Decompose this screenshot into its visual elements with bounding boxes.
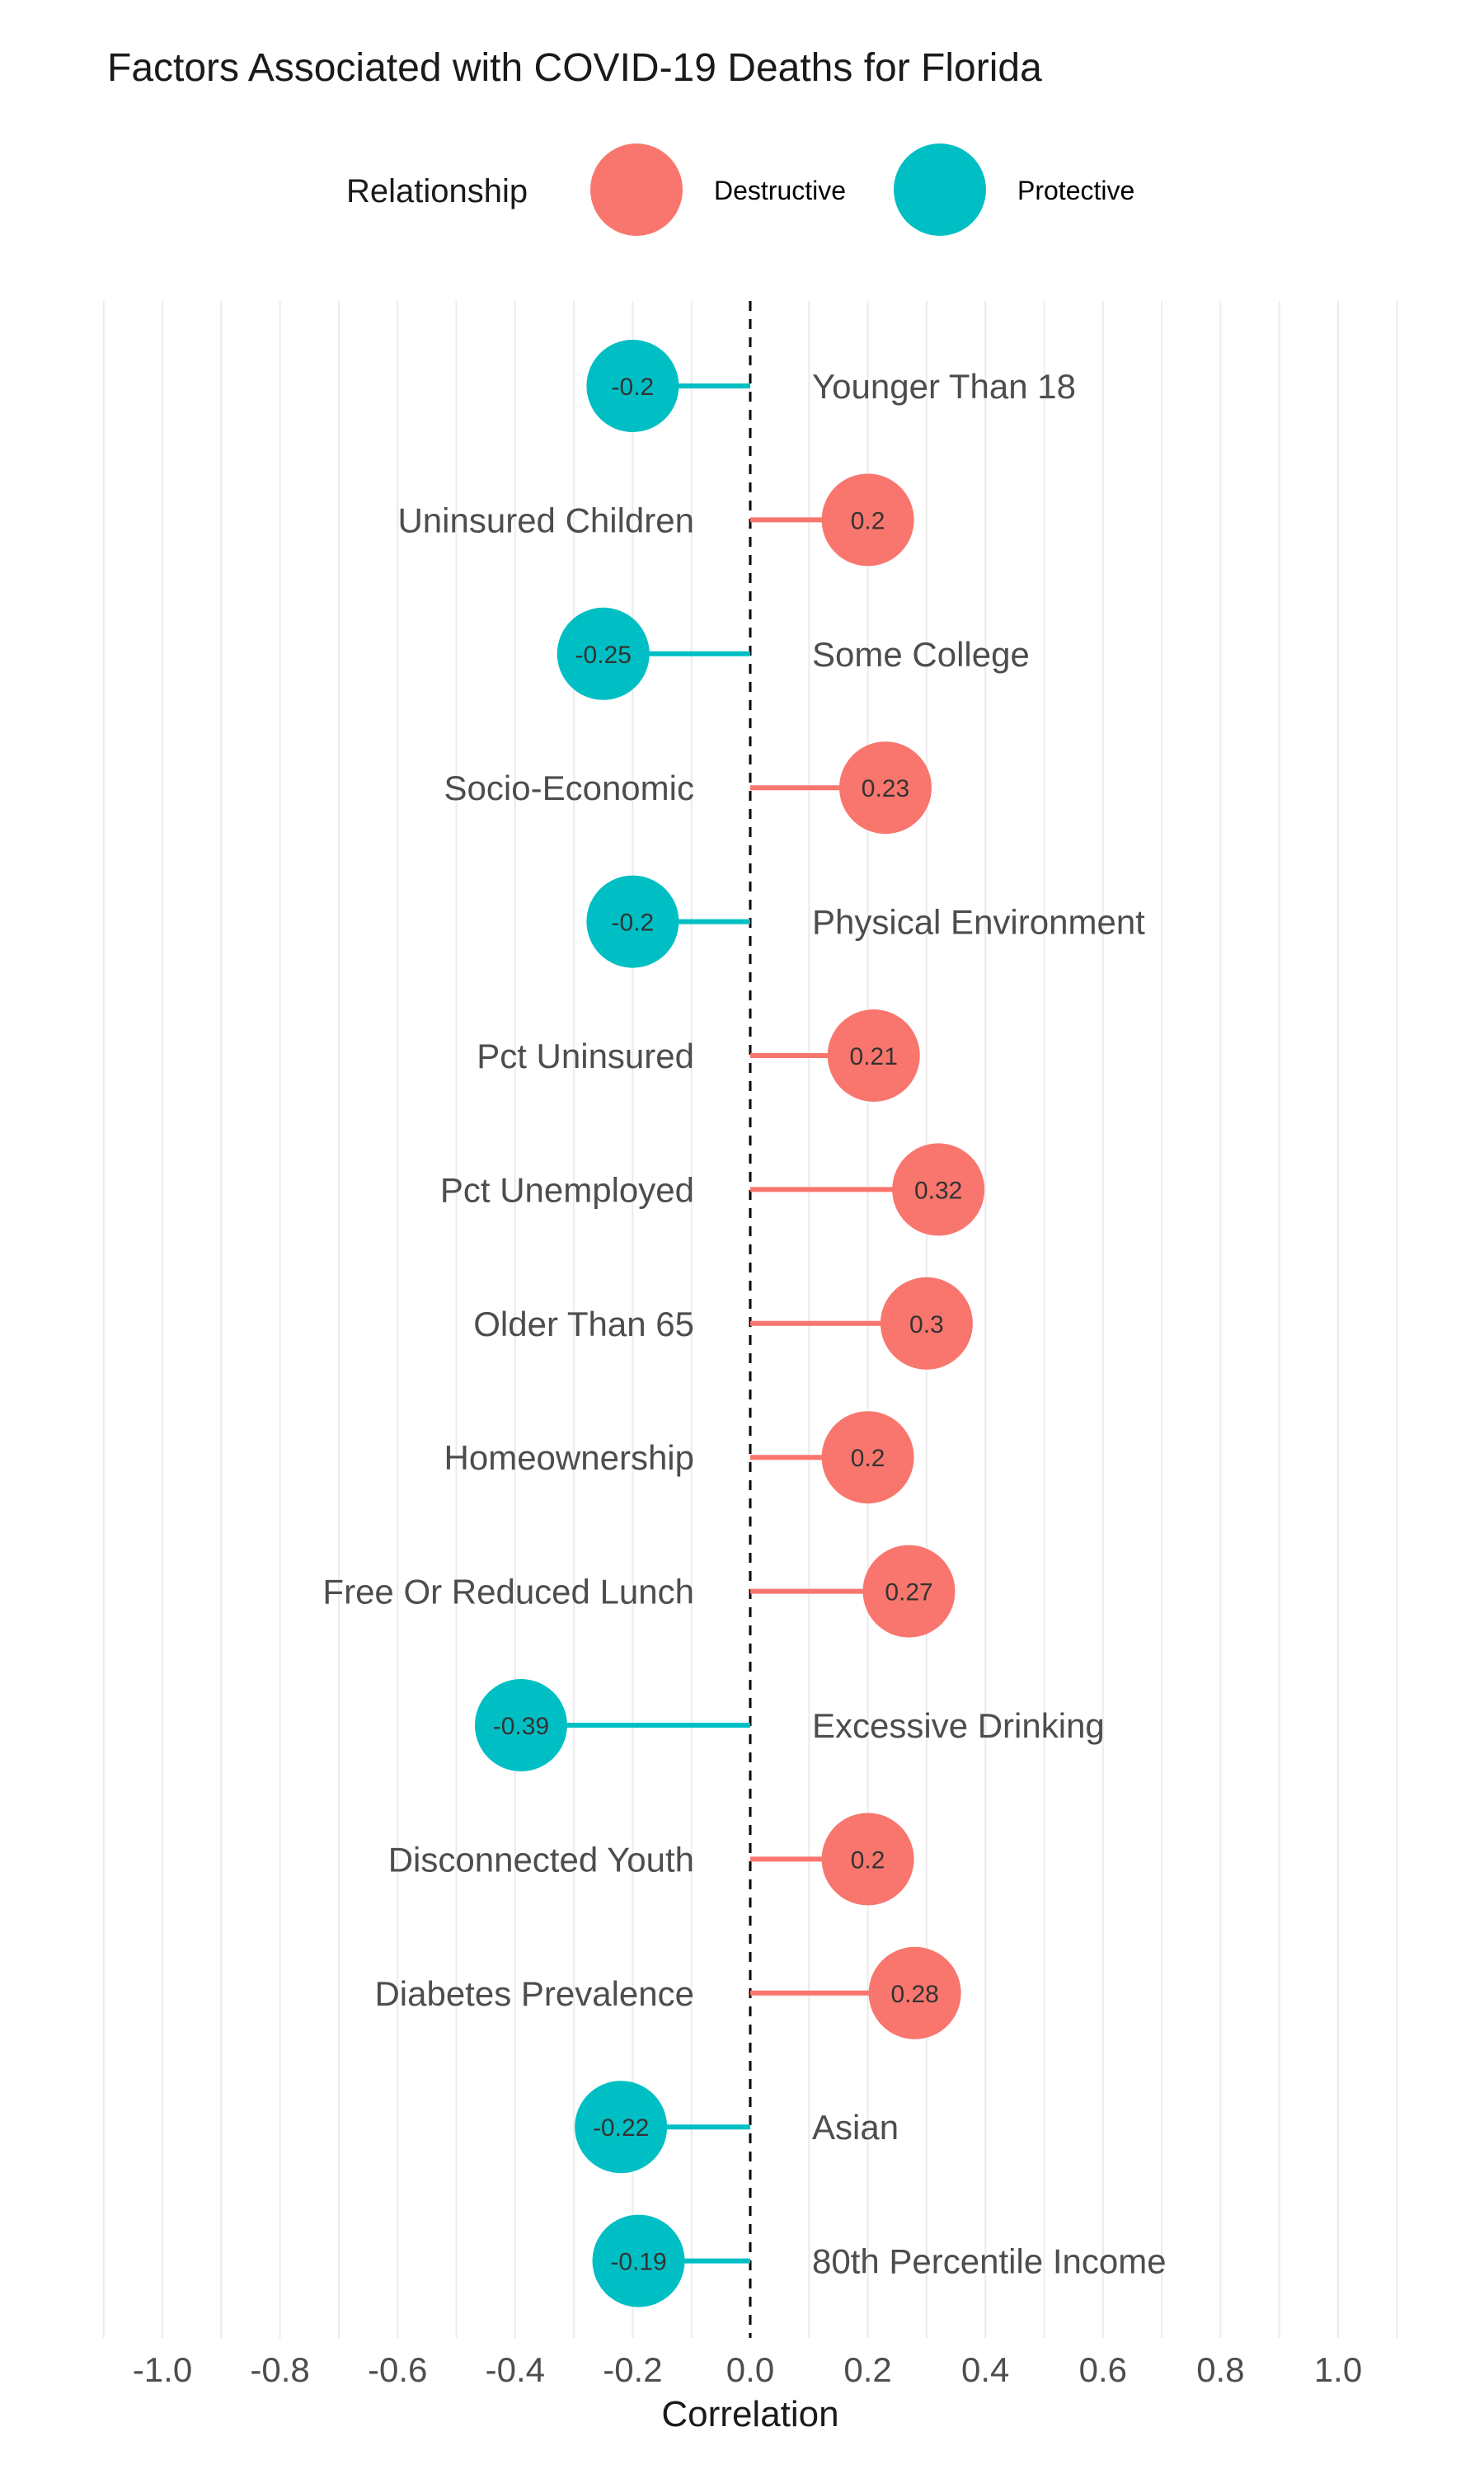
legend-key-protective	[894, 143, 986, 236]
point-pct-uninsured	[827, 1009, 920, 1102]
category-label-homeownership: Homeownership	[444, 1438, 694, 1477]
category-label-older-than-65: Older Than 65	[473, 1305, 694, 1343]
legend-title: Relationship	[346, 173, 528, 209]
category-label-asian: Asian	[812, 2108, 899, 2147]
point-label-excessive-drinking: -0.39	[493, 1713, 549, 1740]
point-label-homeownership: 0.2	[851, 1445, 885, 1472]
point-older-than-65	[880, 1277, 973, 1370]
point-uninsured-children	[821, 473, 914, 567]
point-label-uninsured-children: 0.2	[851, 507, 885, 534]
lollipop-asian: -0.22 Asian	[575, 2081, 899, 2174]
category-label-pct-unemployed: Pct Unemployed	[440, 1170, 694, 1209]
point-label-80th-percentile-income: -0.19	[610, 2249, 666, 2276]
point-label-asian: -0.22	[593, 2114, 649, 2142]
lollipop-younger-than-18: -0.2 Younger Than 18	[586, 340, 1076, 432]
legend-key-destructive	[590, 143, 683, 236]
category-label-diabetes-prevalence: Diabetes Prevalence	[374, 1974, 694, 2013]
lollipop-physical-environment: -0.2 Physical Environment	[586, 875, 1145, 968]
point-excessive-drinking	[474, 1679, 567, 1771]
point-80th-percentile-income	[592, 2214, 685, 2307]
lollipop-socio-economic: 0.23 Socio-Economic	[444, 741, 932, 835]
lollipop-pct-uninsured: 0.21 Pct Uninsured	[477, 1009, 920, 1102]
point-some-college	[556, 607, 650, 700]
category-label-some-college: Some College	[812, 635, 1030, 674]
x-tick-label: 0.2	[843, 2350, 891, 2389]
x-tick-label: -0.6	[368, 2350, 427, 2389]
lollipop-disconnected-youth: 0.2 Disconnected Youth	[388, 1813, 914, 1906]
legend-label-destructive: Destructive	[714, 176, 846, 205]
category-label-free-or-reduced-lunch: Free Or Reduced Lunch	[322, 1573, 694, 1611]
lollipop-uninsured-children: 0.2 Uninsured Children	[397, 473, 914, 567]
x-tick-label: 0.4	[961, 2350, 1009, 2389]
point-label-physical-environment: -0.2	[612, 910, 655, 937]
point-label-disconnected-youth: 0.2	[851, 1846, 885, 1874]
x-tick-label: 0.6	[1079, 2350, 1127, 2389]
point-label-diabetes-prevalence: 0.28	[890, 1981, 938, 2008]
x-tick-label: 0.0	[726, 2350, 774, 2389]
point-homeownership	[821, 1411, 914, 1504]
point-label-younger-than-18: -0.2	[612, 374, 655, 401]
lollipop-some-college: -0.25 Some College	[556, 607, 1030, 700]
point-label-socio-economic: 0.23	[862, 775, 909, 802]
lollipop-homeownership: 0.2 Homeownership	[444, 1411, 914, 1504]
x-axis-title: Correlation	[661, 2394, 838, 2434]
point-label-older-than-65: 0.3	[909, 1311, 944, 1338]
point-socio-economic	[838, 741, 932, 835]
x-tick-label: -0.2	[603, 2350, 662, 2389]
lollipop-excessive-drinking: -0.39 Excessive Drinking	[474, 1679, 1105, 1771]
point-disconnected-youth	[821, 1813, 914, 1906]
x-tick-label: -1.0	[133, 2350, 192, 2389]
point-label-free-or-reduced-lunch: 0.27	[885, 1579, 932, 1606]
point-label-pct-unemployed: 0.32	[914, 1177, 962, 1204]
plot-marks: -0.2 Younger Than 18 0.2 Uninsured Children…	[322, 340, 1167, 2307]
point-pct-unemployed	[892, 1143, 985, 1236]
chart-title: Factors Associated with COVID-19 Deaths …	[107, 46, 1042, 90]
legend: Relationship Destructive Protective	[346, 143, 1134, 236]
category-label-excessive-drinking: Excessive Drinking	[812, 1706, 1105, 1745]
category-label-disconnected-youth: Disconnected Youth	[388, 1840, 694, 1879]
lollipop-diabetes-prevalence: 0.28 Diabetes Prevalence	[374, 1946, 961, 2039]
point-free-or-reduced-lunch	[862, 1545, 956, 1638]
category-label-younger-than-18: Younger Than 18	[812, 367, 1076, 406]
point-physical-environment	[586, 875, 679, 968]
x-tick-label: -0.4	[486, 2350, 545, 2389]
point-asian	[575, 2081, 668, 2174]
point-diabetes-prevalence	[868, 1946, 961, 2039]
point-label-some-college: -0.25	[575, 642, 632, 669]
x-tick-label: 1.0	[1314, 2350, 1362, 2389]
point-younger-than-18	[586, 340, 679, 432]
lollipop-free-or-reduced-lunch: 0.27 Free Or Reduced Lunch	[322, 1545, 956, 1638]
legend-label-protective: Protective	[1017, 176, 1134, 205]
category-label-pct-uninsured: Pct Uninsured	[477, 1037, 694, 1075]
x-tick-label: -0.8	[250, 2350, 309, 2389]
category-label-physical-environment: Physical Environment	[812, 903, 1145, 942]
x-tick-label: 0.8	[1196, 2350, 1244, 2389]
category-label-socio-economic: Socio-Economic	[444, 769, 694, 807]
lollipop-pct-unemployed: 0.32 Pct Unemployed	[440, 1143, 985, 1236]
lollipop-80th-percentile-income: -0.19 80th Percentile Income	[592, 2214, 1167, 2307]
x-axis-ticks: -1.0 -0.8 -0.6 -0.4 -0.2 0.0 0.2 0.4 0.6 0.8 1.0	[133, 2350, 1362, 2389]
category-label-uninsured-children: Uninsured Children	[397, 501, 694, 539]
category-label-80th-percentile-income: 80th Percentile Income	[812, 2242, 1167, 2281]
lollipop-older-than-65: 0.3 Older Than 65	[473, 1277, 973, 1370]
point-label-pct-uninsured: 0.21	[850, 1043, 898, 1070]
